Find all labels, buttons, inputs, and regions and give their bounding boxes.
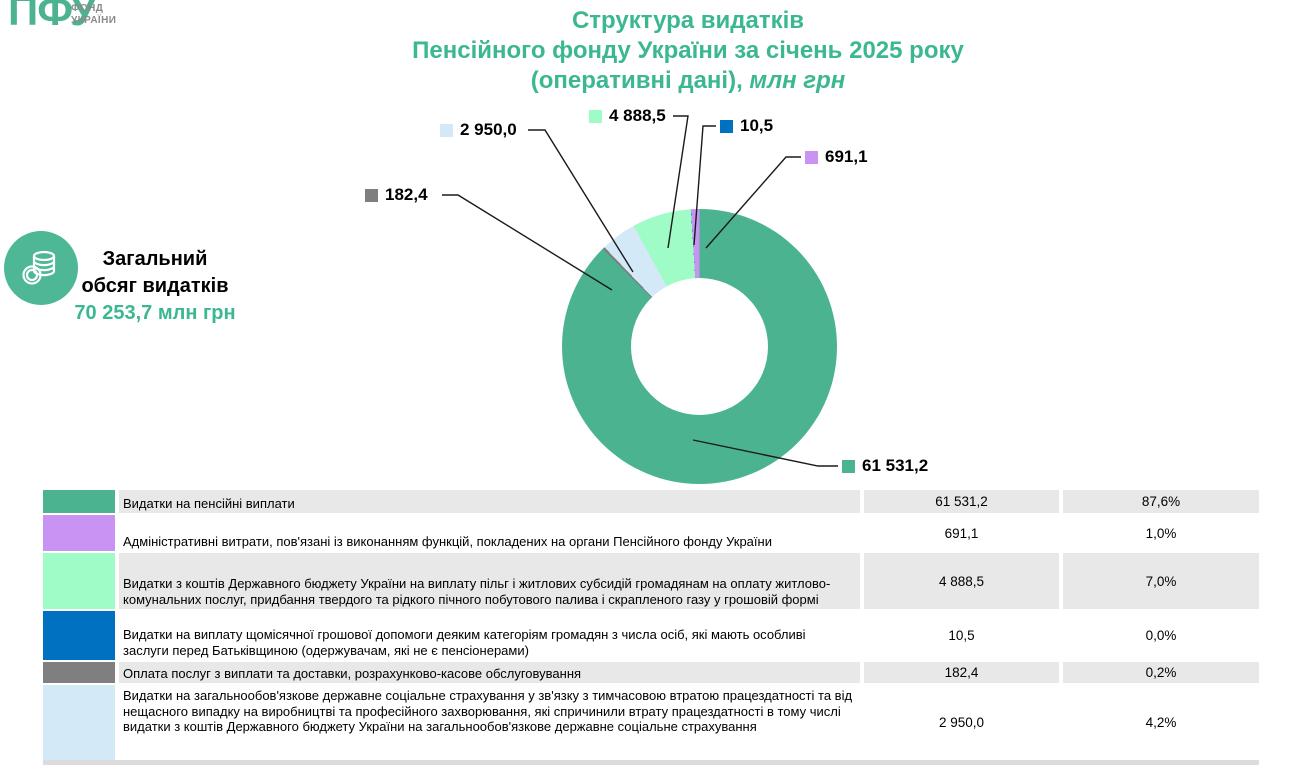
swatch-green [842, 459, 855, 473]
callout-value: 691,1 [825, 147, 868, 166]
row-value: 4 888,5 [864, 553, 1059, 609]
row-percent: 0,0% [1145, 628, 1177, 643]
callout-delivery-services: 182,4 [365, 185, 428, 205]
row-label: Видатки на виплату щомісячної грошової д… [123, 627, 806, 658]
legend-swatch [43, 685, 115, 760]
pfu-logo-org: ФОНД УКРАЇНИ [71, 3, 116, 27]
total-value: 70 253,7 млн грн [74, 302, 236, 324]
total-label-line1: Загальний [102, 248, 208, 270]
callout-social-insurance: 2 950,0 [440, 120, 517, 140]
legend-swatch [43, 611, 115, 660]
row-label: Видатки з коштів Державного бюджету Укра… [119, 553, 860, 609]
legend-swatch [43, 553, 115, 609]
chart-title-line2: Пенсійного фонду України за січень 2025 … [412, 37, 964, 64]
table-bottom-border [43, 760, 1259, 765]
total-label-line2: обсяг видатків [81, 275, 229, 297]
swatch-gray [365, 188, 378, 202]
row-label: Оплата послуг з виплати та доставки, роз… [119, 662, 860, 683]
row-percent: 1,0% [1145, 525, 1177, 541]
table-row: Оплата послуг з виплати та доставки, роз… [43, 662, 1259, 683]
row-percent: 0,2% [1063, 662, 1259, 683]
callout-value: 61 531,2 [862, 456, 929, 475]
table-row: Видатки на виплату щомісячної грошової д… [43, 611, 1259, 660]
row-percent: 4,2% [1145, 715, 1177, 730]
row-percent: 87,6% [1063, 490, 1259, 513]
callout-value: 10,5 [740, 116, 774, 135]
legend-swatch [43, 515, 115, 551]
pfu-logo-mark: ПФУ [8, 0, 97, 34]
callout-subsidies: 4 888,5 [589, 106, 666, 126]
table-row: Адміністративні витрати, пов'язані із ви… [43, 515, 1259, 551]
row-label: Адміністративні витрати, пов'язані із ви… [123, 533, 772, 549]
row-value: 691,1 [944, 525, 979, 541]
row-value: 2 950,0 [938, 715, 985, 730]
logo-org-line2: УКРАЇНИ [71, 15, 117, 26]
callout-value: 2 950,0 [460, 120, 517, 139]
callout-admin-costs: 691,1 [805, 147, 868, 167]
chart-title: Структура видатків Пенсійного фонду Укра… [338, 6, 1038, 96]
coins-icon [22, 250, 56, 285]
row-value: 61 531,2 [864, 490, 1059, 513]
swatch-dark-blue [720, 119, 733, 133]
row-value: 182,4 [864, 662, 1059, 683]
row-percent: 7,0% [1063, 553, 1259, 609]
chart-title-line3: (оперативні дані), млн грн [530, 67, 846, 94]
chart-title-line1: Структура видатків [571, 7, 805, 34]
callout-value: 182,4 [385, 185, 428, 204]
callout-pension-payments: 61 531,2 [842, 456, 928, 476]
row-label: Видатки на загальнообов'язкове державне … [123, 688, 853, 734]
swatch-light-blue [440, 123, 453, 137]
callout-special-merits: 10,5 [720, 116, 773, 136]
table-row: Видатки на пенсійні виплати 61 531,2 87,… [43, 490, 1259, 513]
logo-org-line1: ФОНД [71, 3, 104, 14]
row-label: Видатки на пенсійні виплати [119, 490, 860, 513]
callout-value: 4 888,5 [609, 106, 666, 125]
swatch-mint [589, 109, 602, 123]
table-row: Видатки з коштів Державного бюджету Укра… [43, 553, 1259, 609]
row-value: 10,5 [948, 628, 975, 643]
table-row: Видатки на загальнообов'язкове державне … [43, 685, 1259, 760]
donut-hole [631, 278, 768, 415]
coins-circle [4, 231, 78, 305]
chart-title-unit: млн грн [742, 67, 846, 94]
legend-swatch [43, 662, 115, 683]
total-expenditures: Загальний обсяг видатків 70 253,7 млн гр… [55, 246, 255, 327]
swatch-purple [805, 150, 818, 164]
legend-swatch [43, 490, 115, 513]
donut-chart [562, 209, 837, 484]
